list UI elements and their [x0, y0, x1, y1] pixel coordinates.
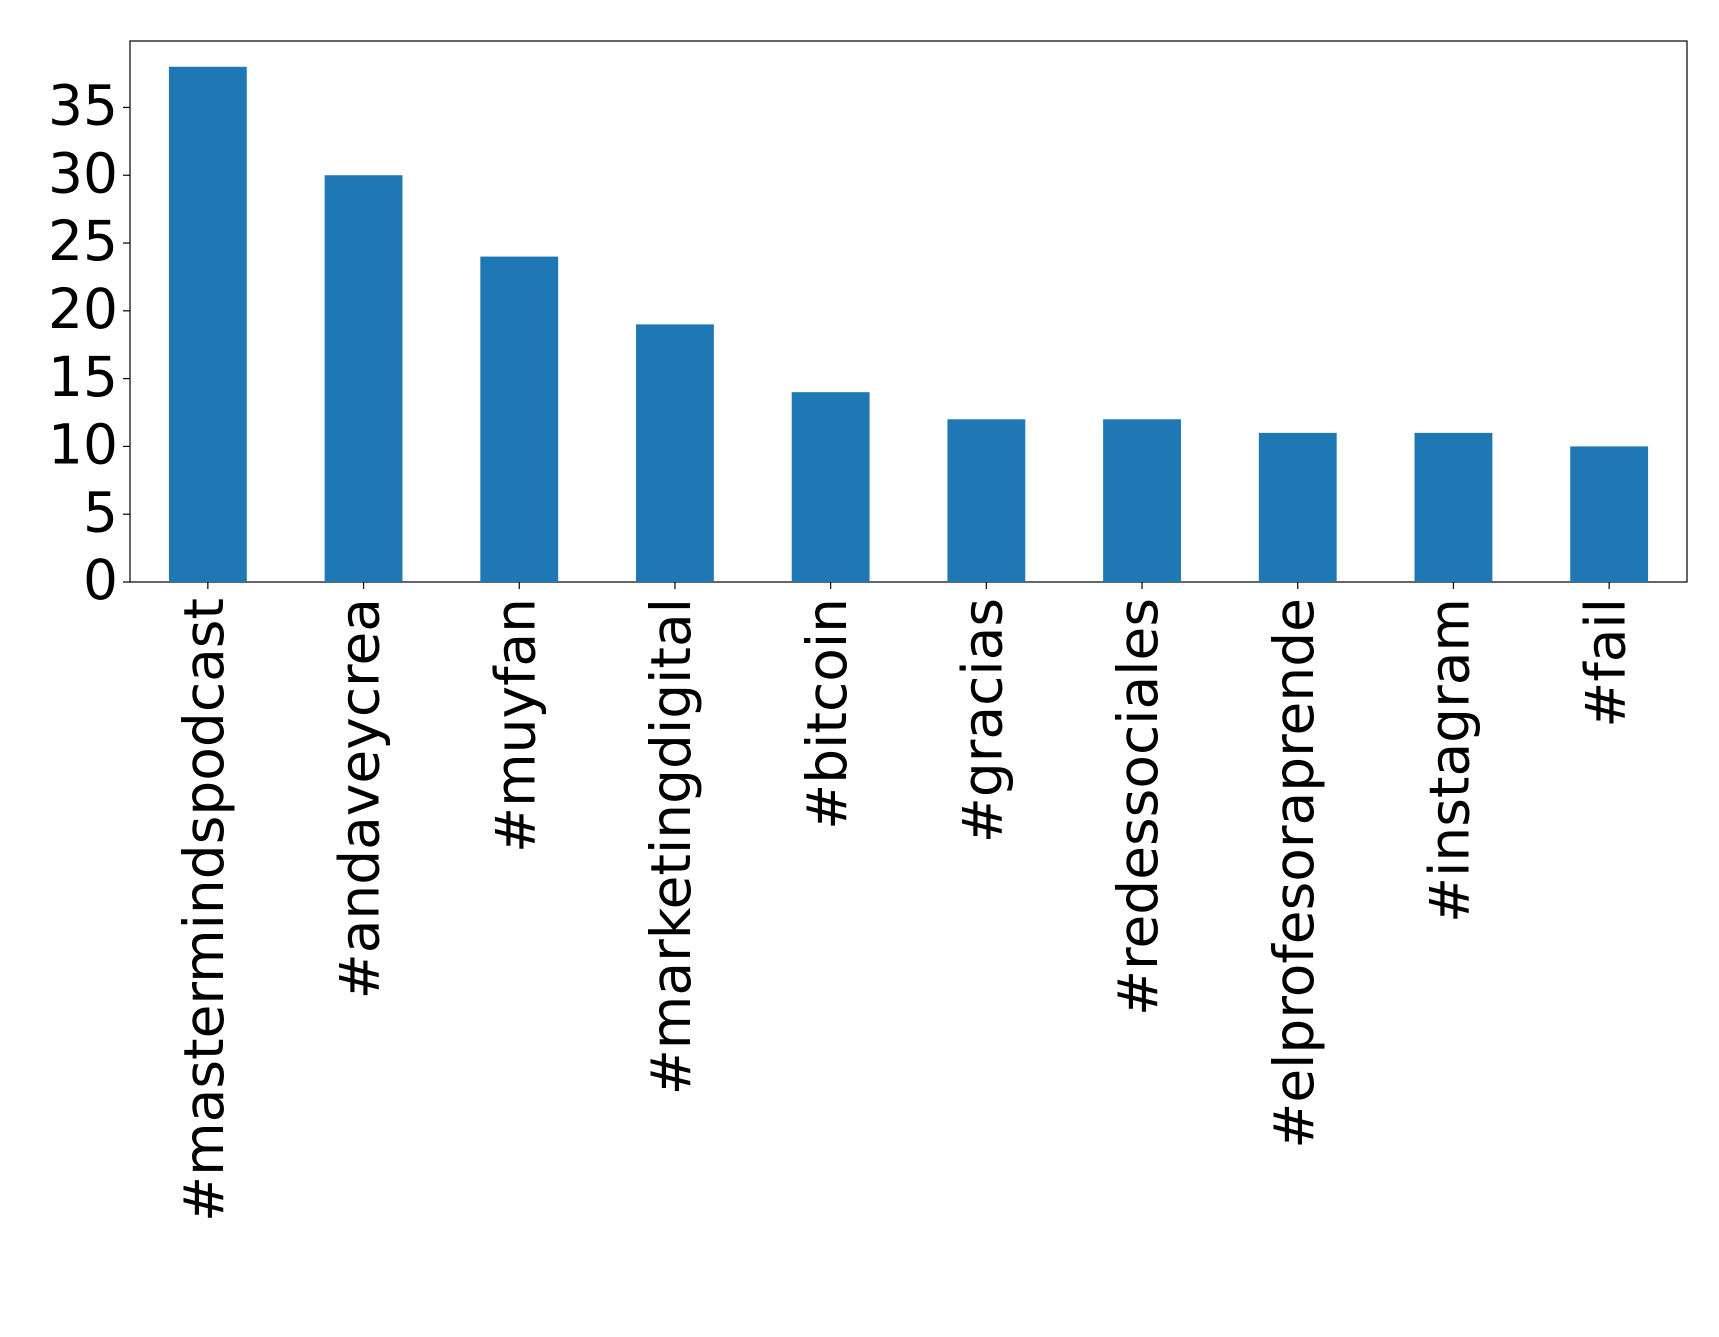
x-tick-label: #andaveycrea: [328, 598, 392, 999]
bar: [947, 419, 1026, 582]
plot-frame: [129, 40, 1688, 583]
y-tick-label: 15: [48, 345, 118, 409]
x-tick-label: #fail: [1573, 598, 1637, 728]
y-tick-label: 20: [48, 277, 118, 341]
x-tick-label: #elprofesoraprende: [1262, 598, 1326, 1149]
bar: [1103, 419, 1181, 582]
bar: [1414, 432, 1493, 582]
y-tick-label: 25: [48, 209, 118, 273]
x-tick-label: #mastermindspodcast: [172, 598, 236, 1222]
x-tick-label: #gracias: [950, 598, 1014, 843]
x-tick-label: #bitcoin: [795, 598, 859, 830]
bar: [324, 175, 403, 582]
x-tick-label: #marketingdigital: [639, 598, 703, 1095]
y-tick-label: 0: [83, 548, 118, 612]
y-tick-label: 30: [48, 141, 118, 205]
bar: [791, 392, 870, 582]
bar: [168, 66, 247, 582]
x-tick-label: #muyfan: [483, 598, 547, 853]
x-tick-label: #redessociales: [1106, 598, 1170, 1016]
y-tick-label: 10: [48, 413, 118, 477]
bar: [636, 324, 714, 582]
y-tick-label: 5: [83, 480, 118, 544]
x-tick-label: #instagram: [1418, 598, 1482, 923]
bar: [1258, 432, 1337, 582]
bar: [1570, 446, 1649, 582]
bar: [480, 256, 559, 582]
y-tick-label: 35: [48, 74, 118, 138]
